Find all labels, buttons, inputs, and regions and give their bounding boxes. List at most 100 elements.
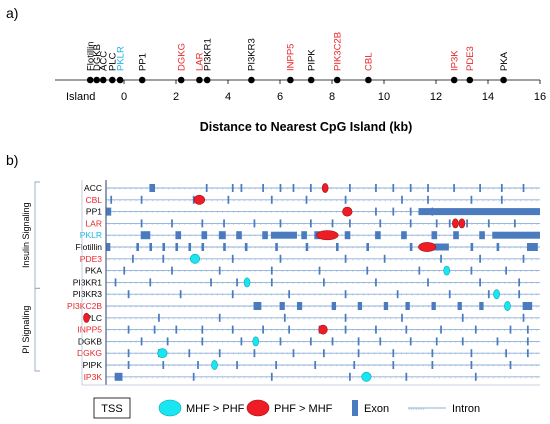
exon [357, 302, 363, 310]
gene-label-flotillin: Flotillin [86, 41, 97, 71]
legend-exon-swatch [352, 400, 358, 416]
intron-arrows: ››››››››››››››››››››››››››››››››››››››››… [108, 198, 538, 204]
exon [470, 266, 473, 275]
exon [288, 290, 291, 299]
exon [132, 254, 134, 263]
gene-label-cbl: CBL [364, 53, 375, 71]
exon [188, 349, 191, 358]
exon [509, 361, 512, 369]
exon [292, 184, 295, 192]
phf-mark [83, 312, 90, 323]
exon [344, 195, 347, 204]
panel-a-axis-title: Distance to Nearest CpG Island (kb) [200, 120, 413, 134]
panel-a-tick-6: 6 [277, 91, 283, 103]
group-label-1: PI Signaling [21, 306, 31, 354]
gene-row-pi3kr3: PI3KR3 ››››››››››››››››››››››››››››››››››… [73, 289, 540, 299]
exon [253, 219, 256, 228]
gene-row-cbl: CBL ›››››› ››››››››› ›››› ››››››› ›››››››››››… [85, 195, 540, 205]
exon [487, 290, 490, 299]
exon [305, 195, 308, 204]
exon [210, 278, 212, 287]
exon [188, 243, 192, 251]
gene-label-acc: ACC [99, 51, 110, 71]
phf-mark [321, 183, 329, 193]
exon [223, 243, 226, 251]
exon [270, 195, 273, 204]
panel-a-label: a) [6, 5, 18, 21]
exon [336, 243, 339, 251]
exon [201, 337, 204, 346]
row-label-pklr: PKLR [80, 230, 102, 240]
mhf-mark [189, 253, 201, 264]
exon [453, 231, 459, 240]
exon [487, 219, 490, 228]
row-label-pp1: PP1 [86, 207, 102, 217]
exon [231, 254, 234, 263]
gene-row-pipk: PIPK ›››››››››› ›››››››› ›››››››››› ›››››› ››… [83, 360, 540, 370]
exon [479, 184, 481, 192]
exon [314, 361, 317, 369]
exon [240, 337, 243, 346]
exon [153, 325, 156, 334]
exon [418, 266, 421, 275]
intron-arrows: ››››››››››››››››››››››››››››››››››››››››… [108, 245, 538, 251]
exon [392, 349, 395, 358]
exon [509, 325, 512, 334]
exon [479, 302, 484, 310]
legend-phf-swatch [246, 399, 270, 417]
panel-a-tick-2: 2 [173, 91, 179, 103]
mhf-mark [504, 301, 511, 311]
exon [270, 266, 273, 275]
row-label-flotillin: Flotillin [76, 242, 103, 252]
exon [474, 372, 477, 381]
exon [522, 184, 525, 192]
exon [127, 290, 130, 299]
exon [405, 372, 408, 381]
phf-mark [316, 230, 339, 241]
exon [526, 349, 529, 358]
exon [522, 302, 533, 310]
gene-label-pi3kr3: PI3KR3 [247, 38, 258, 71]
exon [409, 337, 412, 346]
gene-label-pde3: PDE3 [465, 46, 476, 71]
gene-label-plc: PLC [108, 52, 119, 71]
exon [175, 231, 182, 240]
exon [505, 266, 508, 275]
exon [231, 184, 234, 192]
gene-label-ip3k: IP3K [450, 50, 461, 71]
exon [149, 184, 156, 192]
exon [309, 219, 312, 228]
intron-arrows: ››››››››››››››››››››››››››››››››››››››››… [108, 316, 538, 322]
panel-a-tick-0: 0 [121, 91, 127, 103]
phf-mark [458, 218, 466, 229]
intron-arrows: ››››››››››››››››››››››››››››››››››››››››… [108, 292, 538, 298]
gene-label-pka: PKA [499, 51, 510, 71]
gene-label-dgkb: DGKB [92, 44, 103, 71]
panel-a-tick-16: 16 [534, 91, 546, 103]
phf-mark [418, 242, 437, 252]
gene-row-dgkg: DGKG ››››››››› ›››››››››››››››› ›››››› ›››››… [77, 348, 540, 358]
row-label-ip3k: IP3K [84, 372, 103, 382]
exon [453, 184, 455, 192]
exon [240, 184, 243, 192]
exon [149, 243, 153, 251]
exon [409, 219, 412, 228]
exon [288, 325, 291, 334]
group-bracket-0 [34, 181, 40, 289]
exon [409, 184, 412, 192]
exon [496, 337, 499, 346]
exon [431, 349, 434, 358]
exon [383, 254, 386, 263]
exon [262, 184, 264, 192]
exon [375, 325, 377, 334]
exon [318, 266, 321, 275]
exon [479, 254, 481, 263]
legend-mhf-label: MHF > PHF [186, 403, 245, 415]
legend-intron-swatch: ››››››› [408, 406, 446, 413]
intron-arrows: ››››››››››››››››››››››››››››››››››››››››… [108, 363, 538, 369]
intron-arrows: ››››››››››››››››››››››››››››››››››››››››… [108, 375, 538, 381]
legend-intron-label: Intron [452, 403, 480, 415]
gene-row-ip3k: IP3K ›› ››››››››››››››››››››››››››› ›››››››… [84, 372, 540, 382]
exon [275, 243, 278, 251]
exon [518, 290, 521, 299]
